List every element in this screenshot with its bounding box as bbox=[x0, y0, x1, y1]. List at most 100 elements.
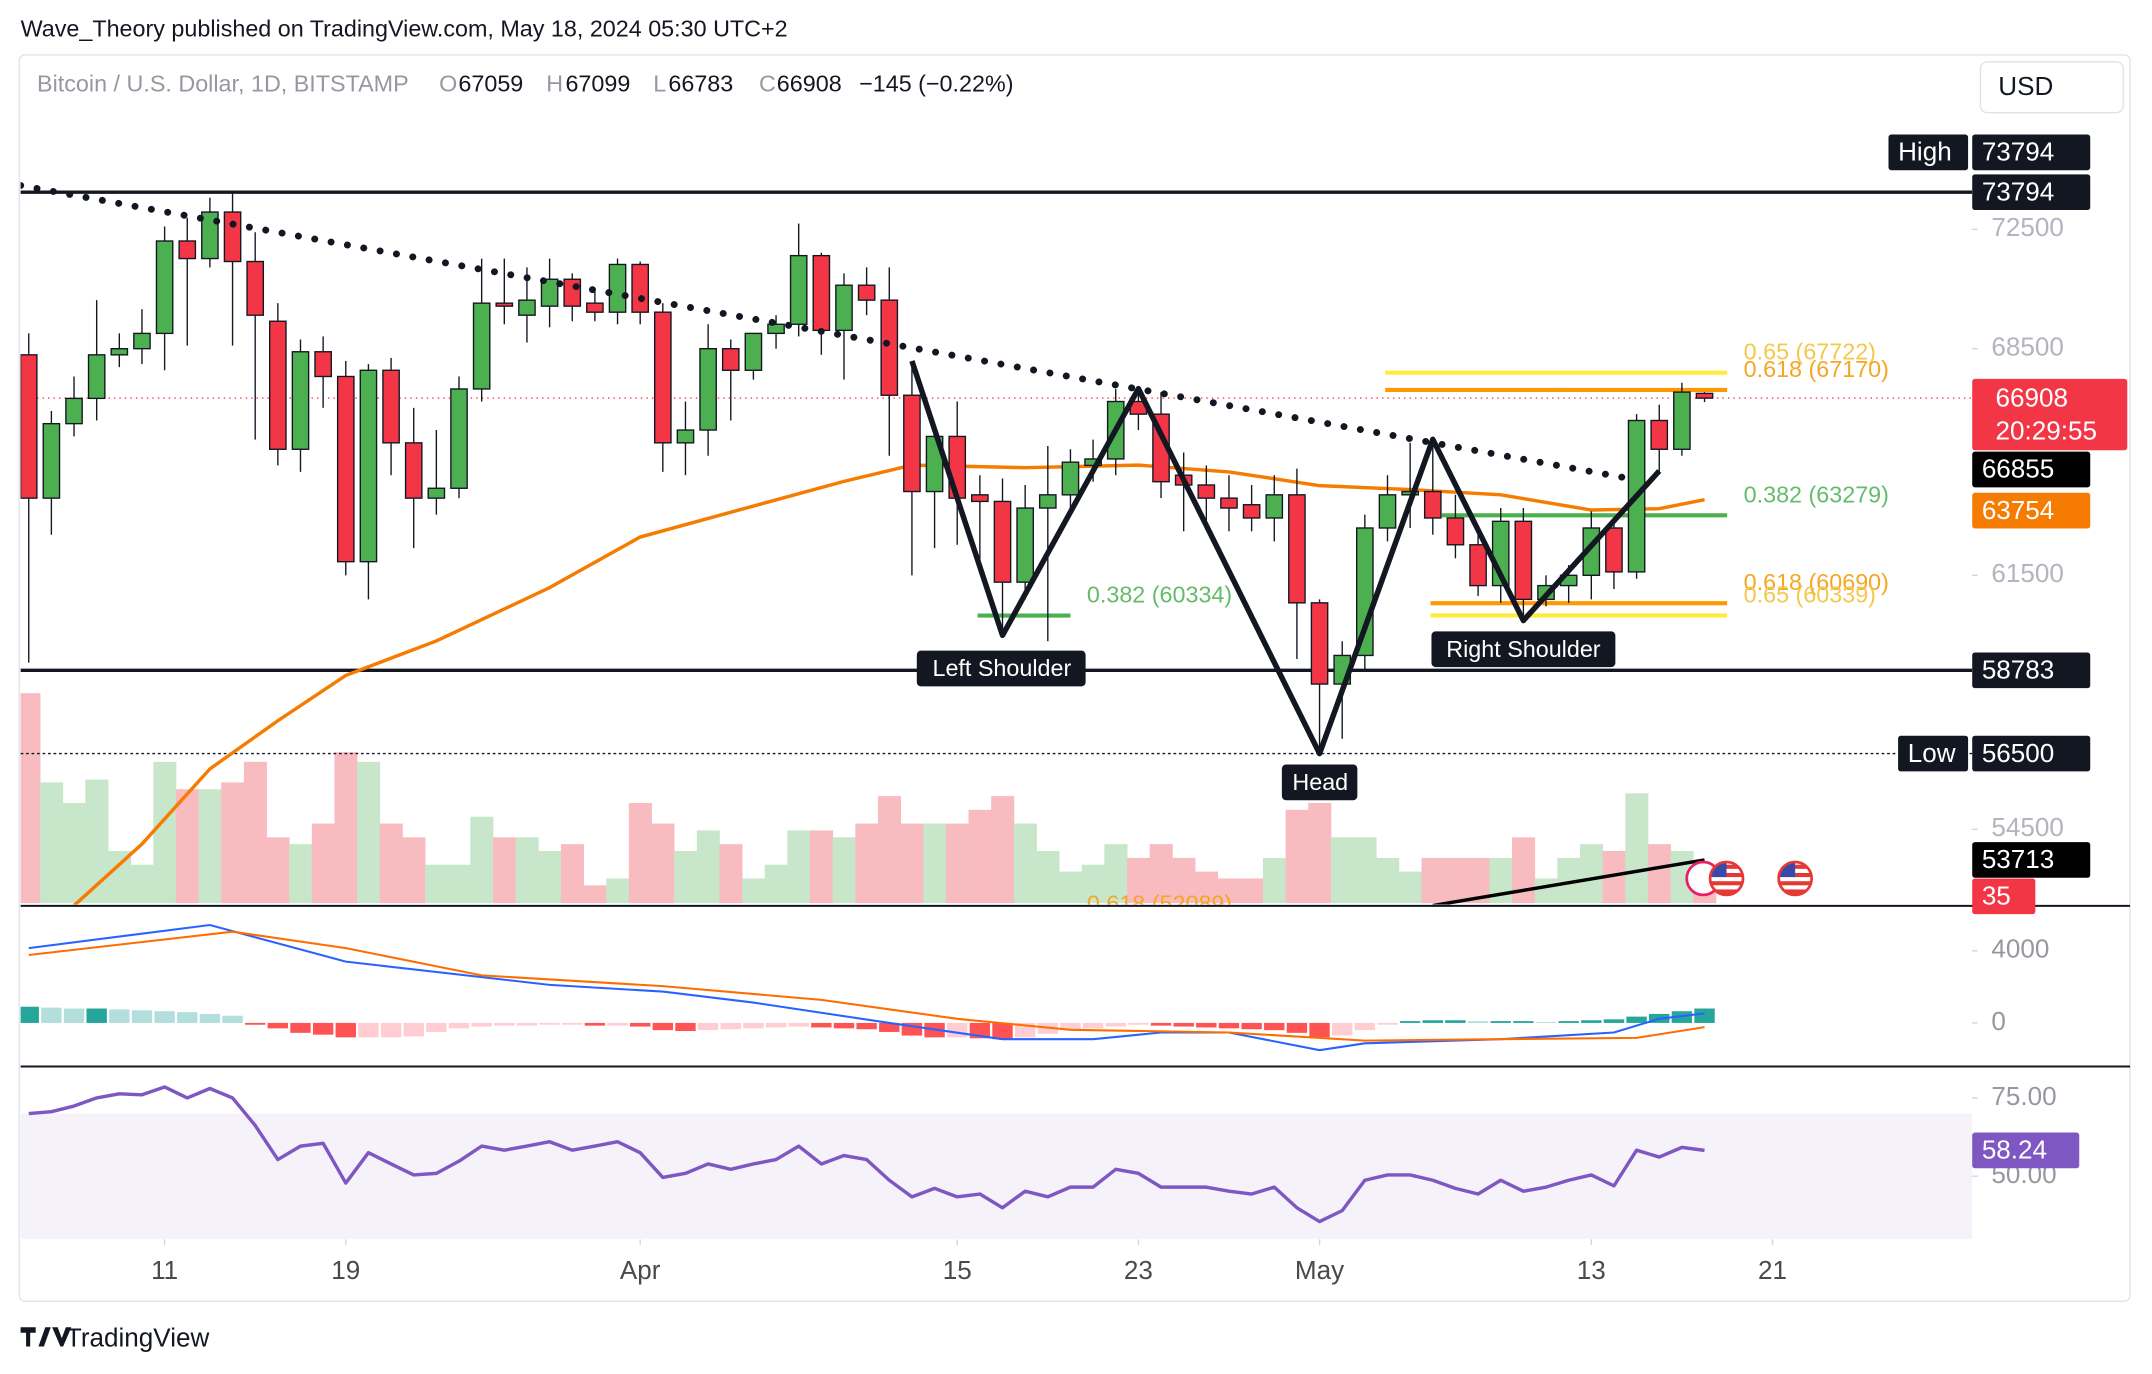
volume-bar bbox=[923, 823, 947, 904]
currency-button[interactable]: USD bbox=[1979, 61, 2124, 114]
volume-bar bbox=[628, 802, 652, 904]
volume-bar bbox=[674, 851, 698, 904]
macd-histogram-bar bbox=[1060, 1022, 1081, 1031]
volume-bar bbox=[447, 864, 471, 904]
candle-body bbox=[223, 211, 242, 263]
rsi-band bbox=[20, 1113, 1973, 1239]
price-tag-box bbox=[1972, 451, 2091, 488]
macd-histogram-bar bbox=[1626, 1016, 1647, 1023]
macd-histogram-bar bbox=[222, 1015, 243, 1023]
volume-bar bbox=[334, 752, 358, 904]
volume-value-box bbox=[1972, 878, 2036, 915]
macd-histogram-bar bbox=[1354, 1022, 1376, 1031]
macd-histogram-bar bbox=[1377, 1022, 1398, 1025]
macd-histogram-bar bbox=[1150, 1022, 1172, 1026]
volume-bar bbox=[1059, 871, 1083, 904]
volume-bar bbox=[130, 864, 154, 904]
macd-histogram-bar bbox=[947, 1022, 968, 1038]
macd-histogram-bar bbox=[720, 1022, 741, 1030]
candle-body bbox=[1650, 419, 1669, 450]
trendline bbox=[20, 182, 1629, 482]
macd-histogram-bar bbox=[1105, 1022, 1126, 1027]
macd-histogram-bar bbox=[833, 1022, 855, 1029]
last-price-box bbox=[1972, 378, 2128, 451]
button-frame[interactable] bbox=[1979, 61, 2124, 114]
macd-histogram-bar bbox=[992, 1022, 1013, 1040]
x-tick-label: 15 bbox=[943, 1255, 972, 1285]
candle-body bbox=[586, 302, 604, 313]
candle-body bbox=[495, 302, 514, 307]
candle-body bbox=[767, 323, 785, 335]
candle-body bbox=[1265, 494, 1284, 519]
volume-bar bbox=[1081, 864, 1105, 904]
volume-bar bbox=[20, 693, 41, 904]
volume-bar bbox=[945, 823, 969, 904]
candle-body bbox=[155, 240, 174, 335]
moving-average bbox=[1432, 858, 1705, 905]
candle-body bbox=[87, 354, 106, 400]
volume-bar bbox=[560, 844, 584, 904]
volume-bar bbox=[40, 782, 64, 904]
volume-bar bbox=[243, 761, 267, 904]
volume-bar bbox=[153, 761, 177, 904]
y-tick-label: 54500 bbox=[1991, 812, 2063, 842]
high-value-box bbox=[1972, 134, 2091, 171]
ohlc-value: 66783 bbox=[668, 70, 733, 96]
level-value: 73794 bbox=[1982, 176, 2054, 206]
x-tick-label: 23 bbox=[1124, 1255, 1153, 1285]
change: −145 (−0.22%) bbox=[859, 70, 1013, 96]
macd-histogram-bar bbox=[245, 1022, 266, 1025]
macd-histogram-bar bbox=[675, 1022, 696, 1032]
volume-bar bbox=[1579, 844, 1604, 904]
volume-bar bbox=[1285, 809, 1309, 904]
low-label: Low bbox=[1908, 738, 1956, 768]
y-tick-label: 72500 bbox=[1991, 212, 2063, 242]
candle-body bbox=[110, 347, 129, 356]
macd-histogram-bar bbox=[1332, 1022, 1353, 1036]
volume-bar bbox=[651, 823, 675, 904]
brand: TradingView bbox=[20, 1322, 209, 1352]
macd-histogram-bar bbox=[1694, 1008, 1715, 1023]
candle-body bbox=[1514, 520, 1533, 601]
y-tick-label: 4000 bbox=[1991, 934, 2049, 964]
macd-histogram-bar bbox=[471, 1022, 492, 1027]
candle-body bbox=[518, 299, 536, 316]
volume-bar bbox=[764, 864, 788, 904]
macd-histogram-bar bbox=[1558, 1021, 1579, 1023]
candle-body bbox=[789, 254, 808, 325]
overlay-value: 53713 bbox=[1982, 844, 2054, 874]
flag-ring bbox=[1777, 860, 1814, 897]
ohlc-value: 67099 bbox=[565, 70, 630, 96]
volume-bar bbox=[742, 878, 766, 904]
overlay-value-box bbox=[1972, 492, 2091, 529]
currency[interactable]: USD bbox=[1998, 71, 2053, 101]
candle-body bbox=[42, 422, 61, 499]
volume-value: 35 bbox=[1982, 881, 2011, 911]
candle-body bbox=[201, 211, 219, 260]
macd-histogram-bar bbox=[697, 1022, 719, 1031]
volume-bar bbox=[1421, 857, 1445, 904]
high-value: 73794 bbox=[1982, 137, 2054, 167]
volume-bar bbox=[810, 830, 834, 904]
volume-bar bbox=[1466, 857, 1490, 904]
fib-label: 0.618 (60690) bbox=[1744, 569, 1889, 595]
candle-body bbox=[1673, 391, 1691, 450]
pattern-label: Left Shoulder bbox=[932, 655, 1071, 681]
candle-body bbox=[721, 347, 740, 371]
macd-histogram-bar bbox=[494, 1022, 515, 1026]
macd-histogram-bar bbox=[1535, 1022, 1557, 1023]
candle-body bbox=[1288, 494, 1306, 604]
symbol: Bitcoin / U.S. Dollar, 1D, BITSTAMP bbox=[37, 70, 409, 96]
volume-bar bbox=[719, 844, 743, 904]
macd-histogram-bar bbox=[41, 1007, 62, 1023]
volume-bar bbox=[1353, 837, 1377, 904]
volume-bar bbox=[696, 830, 720, 904]
macd-histogram-bar bbox=[358, 1022, 379, 1038]
moving-average bbox=[72, 463, 1705, 905]
ohlc-prefix: H bbox=[546, 70, 563, 96]
volume-bar bbox=[606, 878, 630, 904]
volume-bar bbox=[1625, 793, 1649, 904]
volume-bar bbox=[402, 837, 426, 904]
macd-histogram-bar bbox=[652, 1022, 674, 1031]
